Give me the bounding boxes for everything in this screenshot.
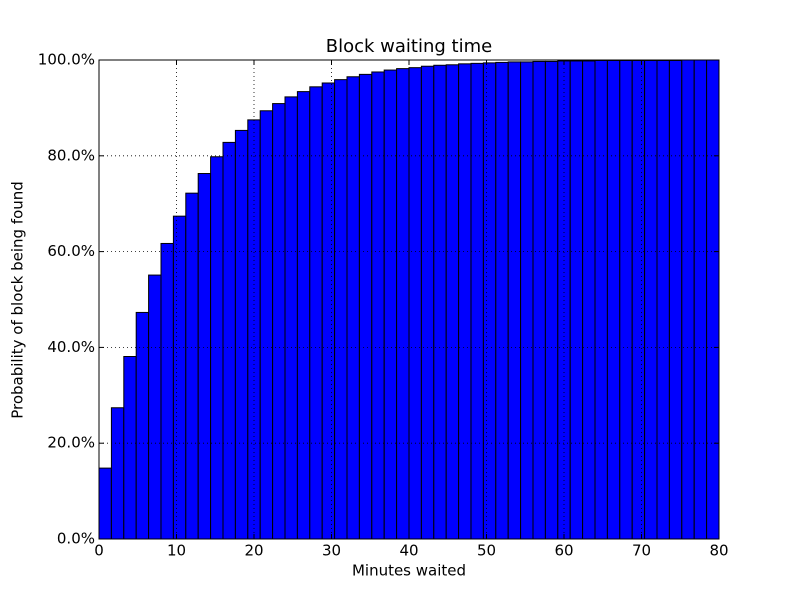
bar [185,192,199,540]
y-tick-label: 20.0% [47,434,95,452]
bar [371,71,385,540]
y-axis-label: Probability of block being found [9,181,27,419]
plot-frame [98,59,720,540]
x-tick-label: 40 [399,542,418,560]
y-tick-label: 80.0% [47,146,95,164]
bar [706,59,720,540]
bar [482,62,497,540]
bar [668,59,683,540]
bar [445,64,460,540]
bar [383,69,398,540]
x-tick-label: 0 [94,542,104,560]
x-tick-label: 20 [244,542,263,560]
chart-title: Block waiting time [326,36,492,57]
bar [544,60,559,540]
bar [272,103,286,540]
bar [619,59,633,540]
bar [495,61,509,540]
x-tick-label: 30 [322,542,341,560]
y-tick-label: 100.0% [38,51,95,69]
x-tick-label: 70 [632,542,651,560]
bar [396,68,410,540]
x-tick-label: 60 [554,542,573,560]
y-tick-label: 40.0% [47,338,95,356]
bar [569,60,584,540]
bar [594,59,608,540]
bar [234,129,249,540]
bar [197,173,212,540]
bar [98,467,112,540]
bar [358,73,373,540]
bar [210,156,224,540]
bar [296,91,311,540]
bar [656,59,670,540]
bar [309,86,323,540]
y-tick-label: 0.0% [57,530,95,548]
bar [321,82,336,540]
bar [259,110,274,540]
bar [470,62,484,540]
bar [110,407,125,540]
bar [507,61,522,540]
x-tick-label: 10 [167,542,186,560]
bar [222,141,236,540]
bar [284,96,298,540]
bar [334,79,348,540]
bar [681,59,695,540]
bar [532,60,546,540]
bar [631,59,646,540]
x-tick-label: 50 [477,542,496,560]
bar [148,274,162,540]
bar [160,242,174,540]
bar [606,59,621,540]
bar [172,215,187,540]
bar [520,61,534,540]
bar [123,356,137,540]
bar [420,65,435,540]
bar [458,63,472,540]
x-axis-label: Minutes waited [352,562,466,580]
bar [644,59,658,540]
y-tick-label: 60.0% [47,242,95,260]
bar [346,76,360,540]
bar [433,64,447,540]
bar [693,59,708,540]
x-tick-label: 80 [709,542,728,560]
bar [135,311,150,540]
bar [408,67,422,540]
bar [582,60,596,540]
